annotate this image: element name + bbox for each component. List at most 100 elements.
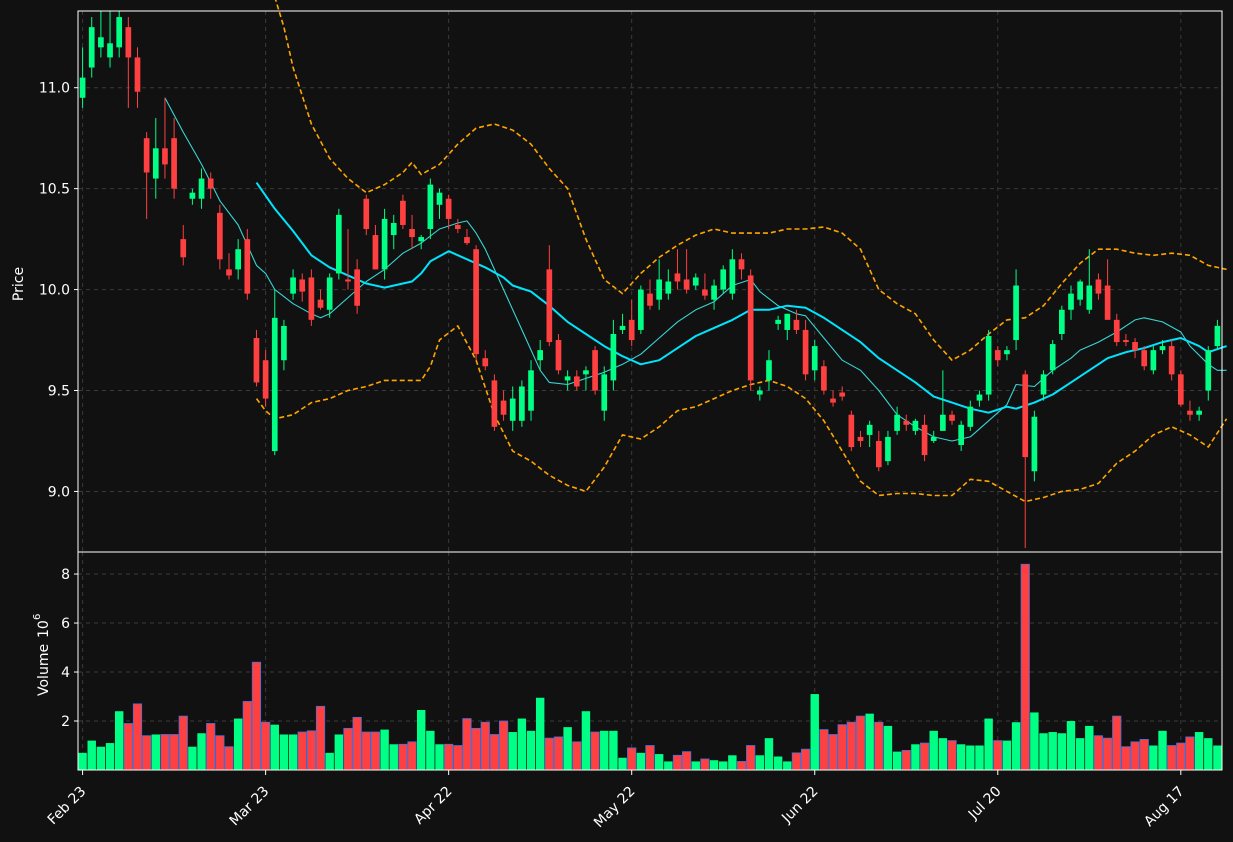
- candle-body: [839, 392, 846, 397]
- volume-bar: [709, 760, 719, 770]
- volume-bar: [416, 709, 426, 770]
- volume-bar: [535, 697, 545, 770]
- candle-body: [1141, 350, 1148, 367]
- candle-body: [1104, 285, 1111, 320]
- volume-bar: [700, 758, 710, 771]
- volume-axis-ticks: 2 4 6 8: [61, 567, 78, 730]
- volume-bar: [837, 724, 847, 771]
- volume-bar: [553, 736, 564, 771]
- volume-tick-label: 4: [61, 665, 70, 681]
- volume-bar: [233, 718, 243, 770]
- price-panel: 9.0 9.5 10.0 10.5 11.0 Price: [11, 0, 1228, 553]
- volume-bar: [169, 734, 179, 771]
- candle-body: [418, 237, 425, 242]
- volume-axis-label-group: Volume 10 6: [32, 614, 52, 696]
- volume-bar: [800, 748, 811, 771]
- candlesticks: [79, 11, 1221, 548]
- volume-bar: [261, 721, 271, 771]
- candle-body: [1095, 279, 1102, 294]
- candle-body: [207, 178, 214, 189]
- candle-body: [473, 249, 479, 355]
- volume-bar: [471, 727, 481, 771]
- volume-bar: [1057, 733, 1067, 770]
- volume-bar: [929, 730, 938, 770]
- candle-body: [519, 386, 525, 421]
- candle-body: [152, 148, 159, 179]
- candle-body: [949, 414, 955, 421]
- candle-body: [354, 269, 360, 306]
- volume-bar: [919, 742, 930, 771]
- volume-bar: [618, 757, 627, 770]
- candle-body: [500, 400, 507, 415]
- candle-body: [235, 249, 241, 270]
- volume-bar: [590, 731, 600, 771]
- candle-body: [592, 350, 598, 391]
- candle-body: [857, 436, 864, 441]
- volume-bar: [947, 740, 957, 771]
- volume-bar: [627, 747, 637, 771]
- candle-body: [125, 27, 132, 58]
- volume-bar: [984, 718, 993, 770]
- volume-bar: [242, 701, 252, 771]
- volume-bar: [719, 761, 728, 770]
- volume-bar: [672, 754, 683, 771]
- candle-body: [967, 406, 974, 427]
- volume-bar: [462, 718, 472, 771]
- volume-bar: [178, 715, 188, 771]
- candle-body: [775, 319, 781, 324]
- candle-body: [1196, 410, 1202, 415]
- volume-bar: [334, 734, 344, 770]
- candle-body: [454, 224, 461, 230]
- candle-body: [903, 420, 910, 425]
- candle-body: [875, 440, 882, 468]
- candle-body: [665, 281, 672, 294]
- volume-bar: [1102, 737, 1113, 771]
- volume-bar: [498, 720, 509, 771]
- volume-bar: [609, 730, 618, 770]
- candle-body: [409, 229, 415, 238]
- volume-bar: [526, 730, 536, 770]
- volume-bar: [444, 743, 454, 771]
- candle-body: [738, 259, 745, 270]
- volume-tick-label: 2: [61, 714, 70, 730]
- volume-bar: [508, 732, 517, 770]
- candle-body: [573, 376, 580, 387]
- candle-body: [1187, 410, 1193, 415]
- volume-bar: [645, 745, 655, 771]
- volume-bar: [764, 738, 774, 770]
- candle-body: [766, 360, 772, 381]
- volume-bar: [1158, 730, 1167, 770]
- volume-bar: [681, 751, 692, 771]
- volume-bar: [197, 733, 206, 770]
- volume-axis-exponent-base: 10: [36, 620, 52, 638]
- candle-body: [1177, 374, 1184, 405]
- candle-body: [372, 235, 379, 270]
- candle-body: [400, 200, 406, 225]
- candle-body: [546, 269, 553, 343]
- candle-body: [180, 239, 187, 258]
- volume-bar: [736, 761, 747, 771]
- volume-bar: [956, 744, 966, 770]
- candle-body: [638, 289, 644, 330]
- candle-body: [326, 277, 333, 310]
- volume-bar: [270, 724, 279, 770]
- candle-body: [381, 218, 388, 270]
- candle-body: [308, 277, 315, 320]
- volume-bar: [1039, 733, 1048, 770]
- candle-body: [702, 289, 708, 296]
- volume-bar: [1139, 738, 1149, 771]
- candle-body: [244, 239, 251, 294]
- candle-body: [88, 27, 95, 68]
- candle-body: [720, 269, 727, 290]
- candle-body: [564, 376, 571, 381]
- candle-body: [1040, 374, 1047, 395]
- volume-bar: [1149, 745, 1158, 770]
- volume-tick-label: 8: [61, 567, 70, 583]
- volume-bar: [755, 755, 765, 770]
- candle-body: [1113, 319, 1120, 343]
- volume-bar: [865, 713, 874, 770]
- volume-bar: [151, 734, 161, 770]
- volume-bar: [966, 745, 975, 770]
